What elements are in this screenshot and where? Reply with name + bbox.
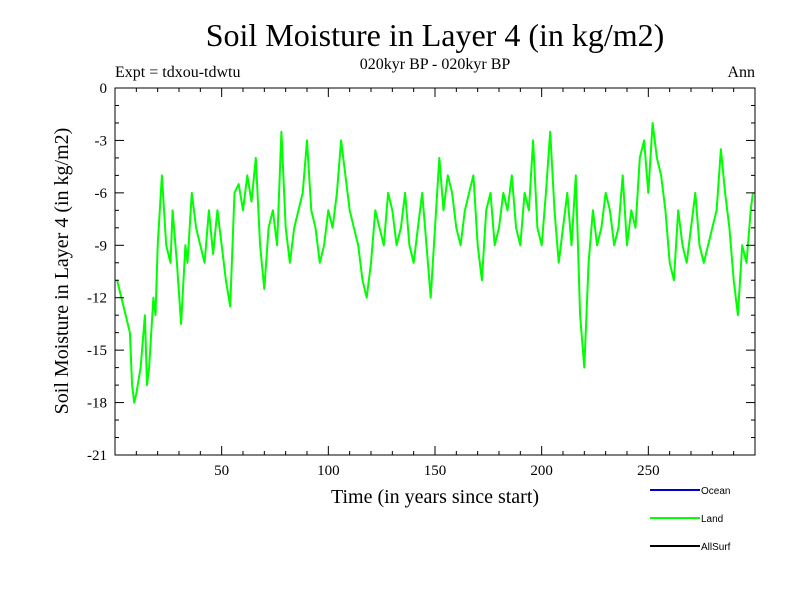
plot-area: 0 -3 -6 -9 -12 -15 -18 -21 50 100 150 200 250 bbox=[87, 81, 756, 479]
legend: Ocean Land AllSurf bbox=[650, 486, 731, 553]
y-axis-label: Soil Moisture in Layer 4 (in kg/m2) bbox=[51, 128, 73, 415]
legend-label-land: Land bbox=[701, 514, 723, 525]
y-tick-label: -21 bbox=[87, 448, 107, 464]
period-label: Ann bbox=[727, 64, 755, 81]
chart-subtitle: 020kyr BP - 020kyr BP bbox=[360, 56, 511, 73]
y-tick-label: -12 bbox=[87, 291, 107, 307]
x-tick-label: 250 bbox=[637, 463, 660, 479]
y-tick-label: 0 bbox=[100, 81, 108, 97]
y-tick-label: -6 bbox=[95, 186, 108, 202]
x-axis-label: Time (in years since start) bbox=[331, 486, 539, 508]
legend-label-allsurf: AllSurf bbox=[701, 542, 731, 553]
y-tick-label: -15 bbox=[87, 343, 107, 359]
series-line-land bbox=[116, 122, 754, 404]
y-tick-label: -9 bbox=[95, 238, 108, 254]
legend-label-ocean: Ocean bbox=[701, 486, 730, 497]
x-tick-label: 150 bbox=[424, 463, 447, 479]
experiment-label: Expt = tdxou-tdwtu bbox=[115, 64, 240, 81]
x-tick-label: 100 bbox=[317, 463, 340, 479]
y-tick-label: -3 bbox=[95, 133, 108, 149]
y-tick-label: -18 bbox=[87, 396, 107, 412]
chart-title: Soil Moisture in Layer 4 (in kg/m2) bbox=[206, 17, 665, 53]
x-tick-label: 200 bbox=[530, 463, 553, 479]
x-tick-label: 50 bbox=[214, 463, 229, 479]
